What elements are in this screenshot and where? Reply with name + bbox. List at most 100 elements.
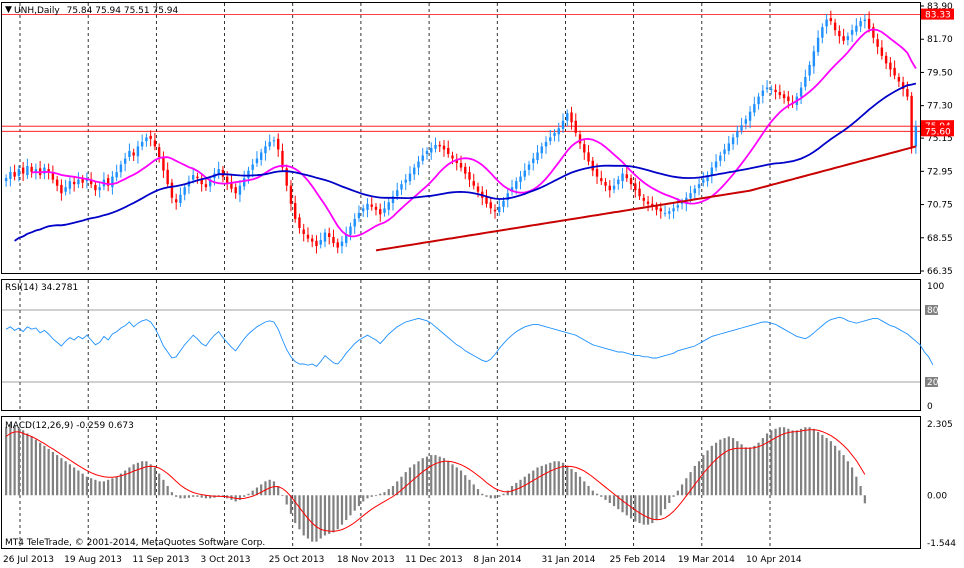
macd-histogram-bar — [761, 438, 764, 496]
candle-body — [404, 179, 407, 183]
candle-body — [264, 146, 267, 154]
candle-body — [778, 92, 782, 96]
candle-body — [383, 208, 386, 213]
candle-body — [655, 206, 658, 210]
macd-histogram-bar — [557, 461, 560, 496]
macd-histogram-bar — [863, 495, 866, 504]
macd-histogram-bar — [638, 495, 641, 524]
candle-body — [340, 241, 344, 247]
macd-histogram-bar — [272, 481, 276, 496]
candle-body — [153, 140, 157, 147]
candle-body — [9, 172, 12, 179]
macd-histogram-bar — [145, 461, 148, 496]
candle-body — [379, 209, 382, 215]
macd-histogram-bar — [370, 495, 373, 497]
candle-body — [693, 188, 697, 194]
macd-histogram-bar — [17, 427, 20, 496]
macd-histogram-bar — [659, 495, 662, 516]
macd-histogram-bar — [787, 428, 790, 496]
macd-histogram-bar — [702, 455, 705, 496]
candle-body — [753, 104, 756, 113]
macd-histogram-bar — [421, 458, 424, 496]
collapse-triangle-icon[interactable]: ▼ — [5, 5, 12, 15]
candle-body — [719, 155, 722, 161]
candle-body — [727, 143, 731, 151]
macd-histogram-bar — [455, 467, 458, 496]
macd-histogram-bar — [464, 475, 467, 496]
price-axis-tick-label: 81.70 — [927, 35, 953, 45]
candle-body — [81, 178, 84, 183]
rsi-line — [5, 316, 934, 367]
macd-histogram-bar — [124, 470, 127, 496]
candle-body — [646, 201, 650, 204]
candle-body — [268, 141, 271, 147]
macd-histogram-bar — [323, 495, 327, 536]
macd-histogram-bar — [73, 467, 76, 496]
macd-histogram-bar — [625, 495, 628, 516]
macd-histogram-bar — [192, 495, 195, 497]
candle-body — [723, 149, 726, 154]
macd-histogram-bar — [459, 470, 463, 496]
macd-histogram-bar — [285, 495, 288, 505]
candle-body — [770, 89, 773, 91]
macd-histogram-bar — [748, 447, 752, 496]
macd-histogram-bar — [795, 430, 798, 496]
macd-histogram-bar — [417, 461, 420, 496]
macd-histogram-bar — [859, 485, 862, 496]
candle-body — [714, 161, 718, 168]
candle-body — [285, 168, 288, 186]
macd-histogram-bar — [808, 427, 811, 496]
macd-histogram-bar — [676, 490, 679, 496]
macd-histogram-bar — [102, 481, 106, 496]
macd-histogram-bar — [183, 495, 186, 499]
macd-histogram-bar — [302, 495, 305, 536]
rsi-plot — [2, 309, 934, 383]
macd-histogram-bar — [64, 461, 67, 496]
candle-body — [863, 19, 867, 22]
macd-histogram-bar — [404, 472, 407, 496]
candle-body — [30, 166, 33, 173]
macd-histogram-bar — [68, 464, 71, 496]
macd-histogram-bar — [668, 495, 671, 503]
price-panel[interactable] — [1, 2, 921, 274]
macd-plot — [5, 424, 866, 542]
candle-body — [319, 240, 322, 245]
candle-body — [540, 146, 543, 154]
candle-body — [761, 90, 765, 96]
macd-histogram-bar — [485, 495, 488, 497]
candle-body — [604, 181, 607, 186]
macd-histogram-bar — [523, 476, 526, 496]
macd-histogram-bar — [107, 479, 110, 496]
macd-histogram-bar — [277, 485, 280, 496]
candle-body — [570, 112, 573, 123]
macd-histogram-bar — [353, 495, 356, 511]
candle-body — [111, 176, 114, 188]
candle-body — [51, 172, 55, 180]
macd-histogram-bar — [434, 455, 437, 496]
macd-histogram-bar — [128, 467, 131, 496]
macd-histogram-bar — [561, 462, 565, 496]
macd-histogram-bar — [196, 495, 199, 497]
macd-histogram-bar — [765, 433, 769, 496]
candle-body — [417, 161, 420, 168]
candle-body — [578, 134, 582, 144]
candle-body — [872, 27, 875, 38]
macd-histogram-bar — [851, 467, 854, 496]
macd-histogram-bar — [149, 464, 152, 496]
candle-body — [259, 152, 263, 161]
macd-histogram-bar — [85, 476, 88, 496]
macd-histogram-bar — [689, 472, 692, 496]
macd-histogram-bar — [9, 424, 12, 496]
macd-histogram-bar — [608, 495, 611, 503]
candle-body — [434, 144, 437, 149]
candle-body — [277, 138, 280, 150]
rsi-panel[interactable] — [1, 279, 921, 411]
candle-body — [825, 19, 828, 27]
macd-histogram-bar — [39, 442, 42, 496]
macd-histogram-bar — [731, 438, 735, 496]
candle-body — [855, 25, 858, 32]
candle-body — [897, 76, 901, 82]
macd-histogram-bar — [170, 492, 174, 496]
candle-body — [489, 202, 492, 209]
